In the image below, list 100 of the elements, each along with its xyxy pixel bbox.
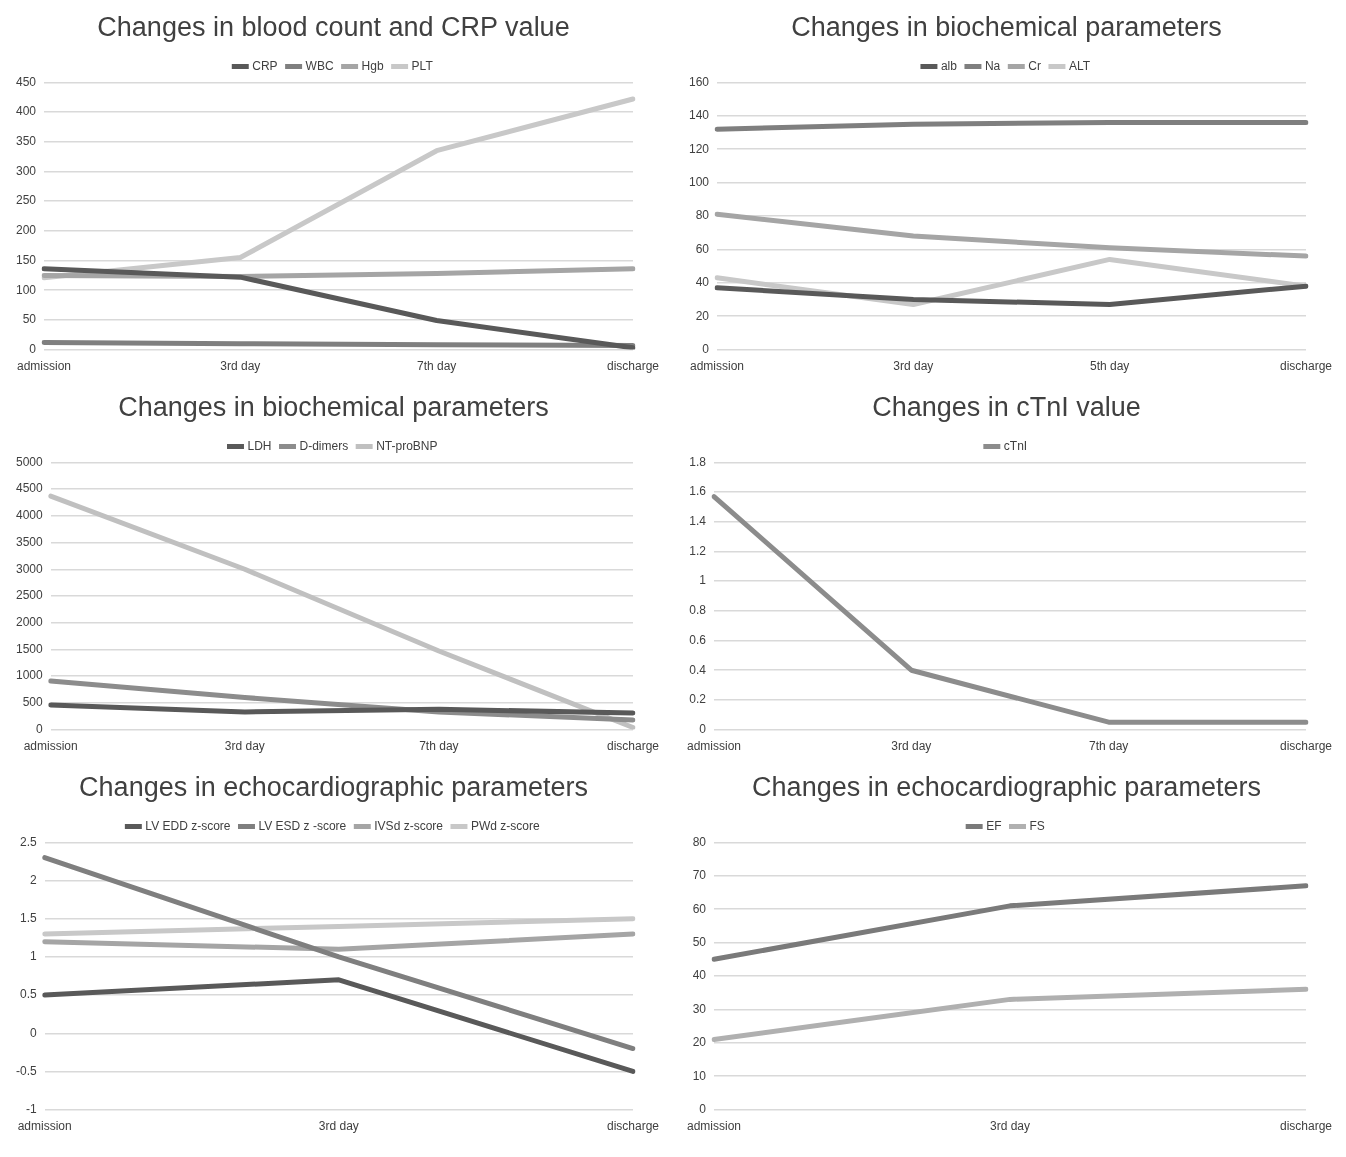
y-tick-label: 500: [22, 695, 44, 710]
y-tick-label: 1000: [15, 668, 44, 683]
chart-title: Changes in biochemical parameters: [118, 391, 549, 422]
x-tick-label: discharge: [1279, 359, 1333, 374]
y-tick-label: 450: [15, 74, 37, 89]
x-tick-label: 7th day: [1088, 739, 1129, 754]
x-tick-label: 3rd day: [318, 1119, 359, 1134]
y-tick-label: 0: [36, 721, 44, 736]
x-tick-label: admission: [17, 359, 72, 374]
legend-label: Na: [984, 58, 1001, 73]
y-tick-label: 300: [15, 163, 37, 178]
y-tick-label: 80: [695, 208, 710, 223]
x-tick-label: 7th day: [416, 359, 457, 374]
y-tick-label: 50: [692, 934, 707, 949]
x-tick-label: admission: [23, 739, 78, 754]
legend-label: D-dimers: [299, 438, 349, 453]
legend-label: WBC: [305, 58, 334, 73]
x-tick-label: discharge: [606, 359, 660, 374]
x-tick-label: discharge: [1279, 1119, 1333, 1134]
y-tick-label: 200: [15, 223, 37, 238]
y-tick-label: 1: [29, 949, 37, 964]
y-tick-label: 2500: [15, 588, 44, 603]
y-tick-label: 150: [15, 252, 37, 267]
y-tick-label: 250: [15, 193, 37, 208]
legend-label: PLT: [411, 58, 434, 73]
legend-label: IVSd z-score: [374, 818, 444, 833]
y-tick-label: 0.5: [19, 987, 37, 1002]
legend-label: Hgb: [361, 58, 384, 73]
y-tick-label: 0.2: [689, 692, 707, 707]
y-tick-label: 4500: [15, 481, 44, 496]
y-tick-label: 1500: [15, 641, 44, 656]
y-tick-label: 60: [695, 241, 710, 256]
y-tick-label: -0.5: [15, 1063, 37, 1078]
x-tick-label: 5th day: [1089, 359, 1130, 374]
y-tick-label: 400: [15, 104, 37, 119]
x-tick-label: 3rd day: [893, 359, 934, 374]
x-tick-label: admission: [687, 1119, 742, 1134]
x-tick-label: admission: [17, 1119, 72, 1134]
y-tick-label: 70: [692, 868, 707, 883]
legend-label: LV EDD z-score: [145, 818, 231, 833]
x-tick-label: 3rd day: [220, 359, 261, 374]
y-tick-label: 1.5: [19, 911, 37, 926]
y-tick-label: 2.5: [19, 834, 37, 849]
y-tick-label: 0: [29, 1025, 37, 1040]
chart-title: Changes in blood count and CRP value: [97, 11, 570, 42]
x-tick-label: 3rd day: [224, 739, 265, 754]
y-tick-label: 0: [699, 1101, 707, 1116]
y-tick-label: 120: [688, 141, 710, 156]
y-tick-label: 0: [702, 341, 710, 356]
y-tick-label: 10: [692, 1068, 707, 1083]
x-tick-label: 3rd day: [989, 1119, 1031, 1134]
x-tick-label: discharge: [606, 1119, 660, 1134]
chart-title: Changes in cTnI value: [872, 391, 1141, 422]
y-tick-label: 0: [699, 721, 707, 736]
y-tick-label: 20: [692, 1035, 707, 1050]
y-tick-label: 1: [699, 573, 707, 588]
y-tick-label: 140: [688, 108, 710, 123]
y-tick-label: 0.4: [689, 662, 707, 677]
y-tick-label: 100: [15, 282, 37, 297]
y-tick-label: 0: [29, 341, 37, 356]
y-tick-label: 30: [692, 1001, 707, 1016]
legend-label: PWd z-score: [470, 818, 540, 833]
y-tick-label: 2: [29, 872, 37, 887]
y-tick-label: 40: [695, 275, 710, 290]
y-tick-label: 1.4: [689, 514, 707, 529]
y-tick-label: 2000: [15, 615, 44, 630]
chart-title: Changes in biochemical parameters: [791, 11, 1222, 42]
x-tick-label: discharge: [606, 739, 660, 754]
x-tick-label: admission: [687, 739, 742, 754]
x-tick-label: admission: [690, 359, 745, 374]
y-tick-label: 3500: [15, 534, 44, 549]
y-tick-label: 5000: [15, 454, 44, 469]
legend-label: FS: [1029, 818, 1045, 833]
y-tick-label: 160: [688, 74, 710, 89]
y-tick-label: 0.6: [689, 632, 707, 647]
y-tick-label: 350: [15, 134, 37, 149]
y-tick-label: 1.2: [689, 543, 707, 558]
y-tick-label: -1: [26, 1101, 37, 1116]
y-tick-label: 40: [692, 968, 707, 983]
y-tick-label: 1.8: [689, 454, 707, 469]
chart-title: Changes in echocardiographic parameters: [752, 771, 1261, 802]
legend-label: alb: [940, 58, 958, 73]
x-tick-label: 3rd day: [891, 739, 932, 754]
y-tick-label: 80: [692, 834, 707, 849]
legend-label: LV ESD z -score: [258, 818, 347, 833]
legend-label: NT-proBNP: [376, 438, 438, 453]
y-tick-label: 60: [692, 901, 707, 916]
y-tick-label: 3000: [15, 561, 44, 576]
legend-label: EF: [986, 818, 1002, 833]
y-tick-label: 0.8: [689, 603, 707, 618]
legend-label: LDH: [247, 438, 272, 453]
y-tick-label: 1.6: [689, 484, 707, 499]
legend-label: ALT: [1068, 58, 1091, 73]
y-tick-label: 4000: [15, 508, 44, 523]
y-tick-label: 20: [695, 308, 710, 323]
legend-label: Cr: [1028, 58, 1041, 73]
legend-label: CRP: [252, 58, 278, 73]
y-tick-label: 100: [688, 174, 710, 189]
x-tick-label: discharge: [1279, 739, 1333, 754]
legend-label: cTnI: [1003, 438, 1028, 453]
